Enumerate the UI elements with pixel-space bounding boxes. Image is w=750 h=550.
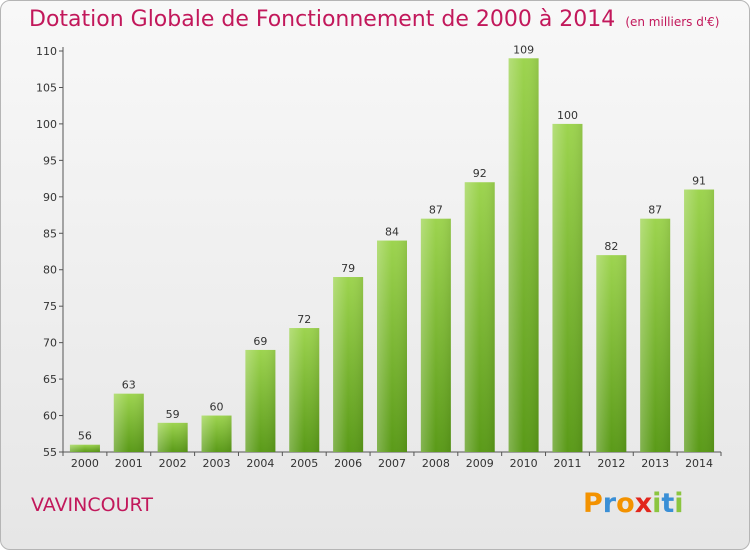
x-tick-label: 2004 — [246, 457, 274, 470]
y-tick-label: 85 — [43, 227, 57, 240]
data-label: 79 — [341, 262, 355, 275]
unit-label: (en milliers d'€) — [625, 15, 720, 29]
x-tick-label: 2002 — [159, 457, 187, 470]
title-text: Dotation Globale de Fonctionnement de 20… — [29, 7, 616, 32]
y-tick-label: 90 — [43, 191, 57, 204]
x-tick-label: 2005 — [290, 457, 318, 470]
data-label: 100 — [557, 109, 578, 122]
x-tick-label: 2000 — [71, 457, 99, 470]
y-tick-label: 75 — [43, 300, 57, 313]
logo-letter: t — [661, 488, 675, 519]
y-tick-label: 100 — [36, 118, 57, 131]
bar-shade — [596, 255, 627, 452]
chart-title: Dotation Globale de Fonctionnement de 20… — [29, 7, 719, 32]
data-label: 91 — [692, 175, 706, 188]
bar-shade — [113, 393, 144, 452]
y-tick-label: 70 — [43, 337, 57, 350]
data-label: 69 — [253, 335, 267, 348]
proxiti-logo: Proxiti — [583, 488, 684, 519]
bar-shade — [420, 218, 451, 452]
y-tick-label: 105 — [36, 81, 57, 94]
x-tick-label: 2007 — [378, 457, 406, 470]
x-tick-label: 2008 — [422, 457, 450, 470]
axes: 55 60 65 70 75 80 85 90 95 100 105 110 — [36, 45, 722, 459]
labels: 2000 56 2001 63 2002 59 2003 60 2004 69 2005 72 2006… — [71, 43, 713, 470]
x-tick-label: 2010 — [510, 457, 538, 470]
data-label: 60 — [210, 401, 224, 414]
data-label: 59 — [166, 408, 180, 421]
logo-letter: o — [616, 488, 635, 519]
data-label: 82 — [604, 240, 618, 253]
data-label: 87 — [648, 204, 662, 217]
logo-letter: P — [583, 488, 603, 519]
x-tick-label: 2006 — [334, 457, 362, 470]
bar-shade — [289, 328, 320, 452]
y-tick-label: 65 — [43, 373, 57, 386]
bar-shade — [464, 182, 495, 452]
x-tick-label: 2009 — [466, 457, 494, 470]
commune-name: VAVINCOURT — [31, 494, 153, 516]
y-tick-label: 110 — [36, 45, 57, 58]
logo-letter: r — [602, 488, 617, 519]
bar-shade — [684, 189, 715, 452]
bar-shade — [508, 58, 539, 453]
data-label: 87 — [429, 204, 443, 217]
bars — [69, 58, 715, 453]
x-tick-label: 2013 — [641, 457, 669, 470]
bar-shade — [201, 415, 232, 452]
bar-shade — [333, 277, 364, 452]
logo-letter: i — [674, 488, 684, 519]
bar-shade — [377, 240, 407, 452]
bar-shade — [245, 349, 276, 452]
bar-shade — [69, 444, 100, 452]
data-label: 72 — [297, 313, 311, 326]
x-tick-label: 2012 — [597, 457, 625, 470]
y-tick-label: 60 — [43, 410, 57, 423]
bar-shade — [552, 123, 583, 452]
data-label: 84 — [385, 226, 399, 239]
y-tick-label: 55 — [43, 446, 57, 459]
y-tick-label: 95 — [43, 154, 57, 167]
y-tick-label: 80 — [43, 264, 57, 277]
logo-letter: x — [634, 488, 653, 519]
logo-letter: i — [652, 488, 662, 519]
data-label: 63 — [122, 379, 136, 392]
bar-shade — [157, 422, 188, 452]
x-tick-label: 2001 — [115, 457, 143, 470]
x-tick-label: 2011 — [553, 457, 581, 470]
data-label: 109 — [513, 43, 534, 56]
data-label: 92 — [473, 167, 487, 180]
x-tick-label: 2014 — [685, 457, 713, 470]
data-label: 56 — [78, 430, 92, 443]
bar-shade — [640, 218, 671, 452]
x-tick-label: 2003 — [203, 457, 231, 470]
